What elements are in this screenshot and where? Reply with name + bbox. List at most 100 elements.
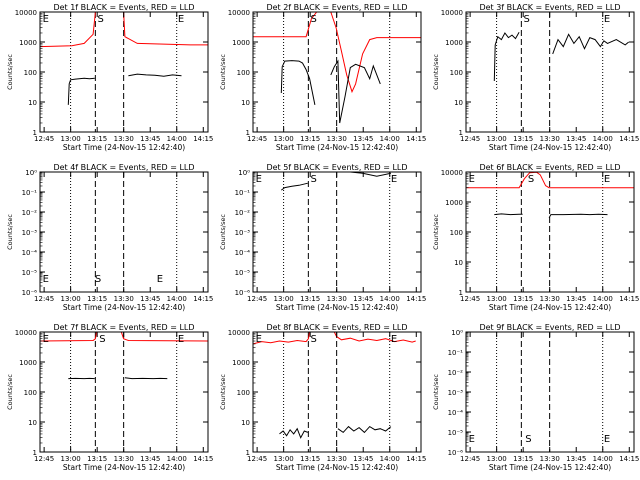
y-axis-label: Counts/sec bbox=[219, 54, 227, 90]
events-series-line bbox=[494, 213, 523, 216]
y-tick-label: 100 bbox=[24, 69, 37, 77]
y-axis-label: Counts/sec bbox=[432, 54, 440, 90]
panel-title: Det 1f BLACK = Events, RED = LLD bbox=[53, 3, 194, 12]
y-tick-label: 10⁻⁵ bbox=[448, 429, 464, 437]
x-axis-label: Start Time (24-Nov-15 12:42:40) bbox=[276, 463, 398, 472]
y-tick-label: 1 bbox=[246, 449, 250, 457]
x-tick-label: 13:30 bbox=[114, 455, 134, 463]
events-series-line bbox=[552, 33, 630, 55]
events-series-line bbox=[493, 32, 520, 82]
panel-det-1: Det 1f BLACK = Events, RED = LLD E S E 1 10 10… bbox=[6, 3, 213, 152]
y-tick-label: 10 bbox=[241, 99, 250, 107]
x-tick-label: 13:15 bbox=[87, 295, 107, 303]
y-axis-label: Counts/sec bbox=[432, 374, 440, 410]
x-tick-label: 13:00 bbox=[487, 295, 507, 303]
y-tick-label: 1 bbox=[33, 129, 37, 137]
y-tick-label: 10 bbox=[241, 419, 250, 427]
y-tick-label: 10⁰ bbox=[25, 169, 37, 177]
marker-label-S: S bbox=[528, 174, 534, 185]
y-axis-label: Counts/sec bbox=[432, 214, 440, 250]
x-tick-label: 13:15 bbox=[513, 455, 533, 463]
y-axis-label: Counts/sec bbox=[6, 374, 14, 410]
x-tick-label: 13:30 bbox=[327, 135, 347, 143]
x-tick-label: 13:30 bbox=[114, 295, 134, 303]
y-tick-label: 1000 bbox=[232, 39, 250, 47]
x-axis-label: Start Time (24-Nov-15 12:42:40) bbox=[63, 303, 185, 312]
y-tick-label: 1 bbox=[246, 129, 250, 137]
y-tick-label: 1000 bbox=[232, 359, 250, 367]
x-tick-label: 13:45 bbox=[353, 135, 373, 143]
y-tick-label: 10 bbox=[28, 419, 37, 427]
marker-label-E: E bbox=[43, 334, 49, 345]
y-tick-label: 1000 bbox=[19, 359, 37, 367]
x-tick-label: 12:45 bbox=[34, 295, 54, 303]
y-axis-label: Counts/sec bbox=[6, 214, 14, 250]
x-tick-label: 14:15 bbox=[406, 295, 426, 303]
x-tick-label: 13:45 bbox=[353, 295, 373, 303]
marker-label-S: S bbox=[99, 334, 105, 345]
y-tick-label: 10⁻⁴ bbox=[22, 249, 38, 257]
x-tick-label: 13:45 bbox=[566, 455, 586, 463]
marker-label-E: E bbox=[469, 174, 475, 185]
y-tick-label: 10⁻¹ bbox=[22, 189, 38, 197]
y-tick-label: 10000 bbox=[15, 329, 37, 337]
y-tick-label: 1000 bbox=[445, 199, 463, 207]
x-tick-label: 13:30 bbox=[327, 295, 347, 303]
y-tick-label: 10⁻³ bbox=[22, 229, 38, 237]
x-tick-label: 14:00 bbox=[167, 295, 187, 303]
y-tick-label: 10000 bbox=[441, 9, 463, 17]
y-tick-label: 10000 bbox=[228, 329, 250, 337]
x-tick-label: 14:15 bbox=[193, 135, 213, 143]
y-tick-label: 100 bbox=[450, 229, 463, 237]
panel-det-7: Det 7f BLACK = Events, RED = LLD E S E 1 10 10… bbox=[6, 323, 213, 472]
x-tick-label: 12:45 bbox=[460, 455, 480, 463]
x-tick-label: 12:45 bbox=[34, 135, 54, 143]
x-axis-label: Start Time (24-Nov-15 12:42:40) bbox=[489, 463, 611, 472]
marker-label-E: E bbox=[604, 174, 610, 185]
x-axis-label: Start Time (24-Nov-15 12:42:40) bbox=[276, 143, 398, 152]
x-tick-label: 14:00 bbox=[593, 295, 613, 303]
marker-label-S: S bbox=[95, 274, 101, 285]
panel-title: Det 6f BLACK = Events, RED = LLD bbox=[479, 163, 620, 172]
marker-label-E: E bbox=[256, 334, 262, 345]
x-tick-label: 14:15 bbox=[619, 135, 639, 143]
x-tick-label: 14:00 bbox=[380, 135, 400, 143]
events-series-line bbox=[124, 377, 168, 380]
y-tick-label: 10000 bbox=[441, 169, 463, 177]
x-tick-label: 14:00 bbox=[593, 135, 613, 143]
x-tick-label: 13:30 bbox=[540, 295, 560, 303]
x-tick-label: 13:45 bbox=[140, 295, 160, 303]
y-tick-label: 10 bbox=[454, 259, 463, 267]
marker-label-E: E bbox=[469, 434, 475, 445]
x-axis-label: Start Time (24-Nov-15 12:42:40) bbox=[489, 143, 611, 152]
y-tick-label: 10⁻⁶ bbox=[448, 449, 464, 457]
y-tick-label: 1000 bbox=[445, 39, 463, 47]
y-tick-label: 10⁻⁶ bbox=[22, 289, 38, 297]
marker-label-E: E bbox=[157, 274, 163, 285]
x-tick-label: 13:00 bbox=[274, 135, 294, 143]
y-tick-label: 10⁰ bbox=[451, 329, 463, 337]
marker-label-S: S bbox=[310, 334, 316, 345]
x-tick-label: 14:00 bbox=[593, 455, 613, 463]
y-tick-label: 10 bbox=[454, 99, 463, 107]
y-tick-label: 1 bbox=[459, 129, 463, 137]
y-tick-label: 100 bbox=[24, 389, 37, 397]
y-tick-label: 10⁻⁴ bbox=[235, 249, 251, 257]
x-tick-label: 13:15 bbox=[513, 295, 533, 303]
y-tick-label: 10⁻¹ bbox=[448, 349, 464, 357]
x-tick-label: 13:45 bbox=[566, 295, 586, 303]
y-tick-label: 1 bbox=[33, 449, 37, 457]
x-tick-label: 14:15 bbox=[619, 295, 639, 303]
lld-series-line bbox=[253, 12, 421, 94]
marker-label-E: E bbox=[178, 334, 184, 345]
x-axis-label: Start Time (24-Nov-15 12:42:40) bbox=[63, 143, 185, 152]
y-tick-label: 10⁻² bbox=[448, 369, 464, 377]
y-tick-label: 10⁻³ bbox=[235, 229, 251, 237]
x-tick-label: 13:30 bbox=[114, 135, 134, 143]
events-series-line bbox=[67, 77, 95, 105]
events-series-line bbox=[280, 60, 316, 105]
